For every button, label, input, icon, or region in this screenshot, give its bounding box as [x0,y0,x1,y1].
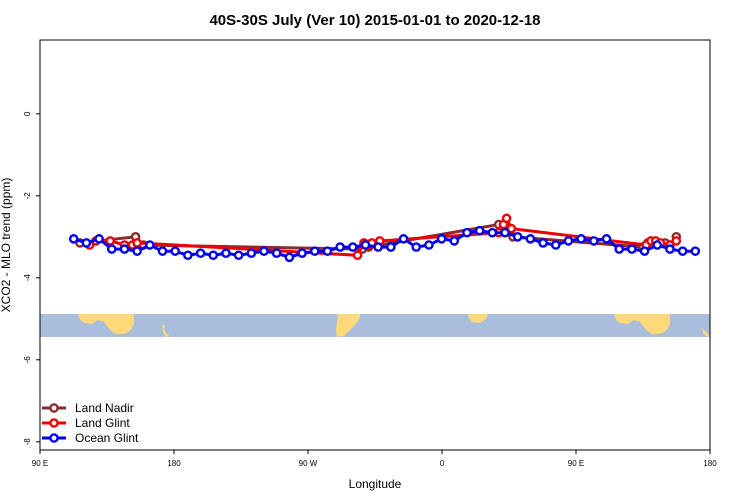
data-point [639,246,650,256]
y-axis: 0 -2 -4 -6 -8 [23,111,40,445]
data-point [106,244,117,254]
data-point [208,250,219,261]
data-point [525,234,536,244]
data-point [506,223,517,234]
data-point [550,240,561,250]
plot-frame [39,39,711,451]
south-america-land [336,314,360,337]
data-point [501,213,512,224]
chart-title: 40S-30S July (Ver 10) 2015-01-01 to 2020… [209,12,540,29]
data-point [538,238,548,248]
new-zealand-land-repeat [702,328,710,337]
map-band [40,314,710,337]
legend-item: Land Nadir [42,401,134,415]
data-point [398,234,409,244]
data-point [386,242,396,252]
data-point [347,242,358,252]
legend-swatch-marker [49,433,59,443]
data-point [601,234,612,244]
data-point [259,246,269,256]
data-point [309,246,320,256]
data-point [449,236,460,246]
y-tick-label: 0 [23,111,32,116]
data-point [145,240,155,250]
data-point [512,231,523,242]
x-tick-label: 180 [167,459,181,468]
data-point [373,242,383,252]
data-point [271,248,282,258]
data-point [246,248,257,258]
data-point [424,240,434,250]
data-point [94,234,104,244]
y-tick-label: -4 [23,274,32,282]
tasmania-land-repeat [656,336,662,337]
data-point [233,250,244,261]
legend-item: Ocean Glint [42,431,139,445]
legend-swatch-marker [49,418,59,428]
south-africa-land [468,314,488,323]
data-point [652,240,663,250]
data-point [322,246,333,256]
data-point [563,236,574,246]
legend-label: Land Nadir [75,401,134,415]
legend-label: Land Glint [75,416,130,430]
data-point [665,244,675,254]
y-axis-label: XCO2 - MLO trend (ppm) [0,178,13,313]
data-point [81,238,92,248]
data-point [627,244,637,254]
x-tick-label: 90 E [568,459,584,468]
series-layer [68,213,701,263]
data-point [195,248,206,258]
legend-swatch-marker [49,403,59,413]
ocean-band [40,314,710,337]
legend-item: Land Glint [42,416,130,430]
data-point [221,248,231,258]
y-tick-label: -6 [23,356,32,364]
data-point [589,236,599,246]
data-point [690,246,701,256]
data-point [132,238,142,248]
data-point [352,250,363,261]
data-point [411,242,422,252]
data-point [105,236,115,246]
data-point [360,240,371,250]
data-point [671,236,682,246]
y-tick-label: -8 [23,438,32,446]
data-point [677,246,688,256]
data-point [170,246,180,256]
data-point [284,252,295,263]
data-point [297,248,307,258]
x-tick-label: 180 [703,459,717,468]
x-axis-label: Longitude [349,477,402,491]
y-tick-label: -2 [23,192,32,200]
data-point [576,234,586,244]
series-ocean-glint [68,225,701,263]
new-zealand-land [162,324,170,337]
australia-land [78,314,134,334]
data-point [500,227,510,238]
data-point [132,246,142,256]
australia-land-repeat [614,314,670,334]
data-point [183,250,193,261]
data-point [119,244,130,254]
data-point [462,227,472,238]
x-tick-label: 90 E [32,459,48,468]
data-point [68,234,79,244]
data-point [436,234,447,244]
data-point [487,227,498,238]
x-tick-label: 0 [440,459,445,468]
data-point [335,242,345,252]
x-tick-label: 90 W [299,459,318,468]
legend-label: Ocean Glint [75,431,139,445]
data-point [474,225,485,236]
x-axis: 90 E 180 90 W 0 90 E 180 [32,450,717,468]
data-point [614,244,625,254]
tasmania-land [120,336,126,337]
data-point [157,246,168,256]
